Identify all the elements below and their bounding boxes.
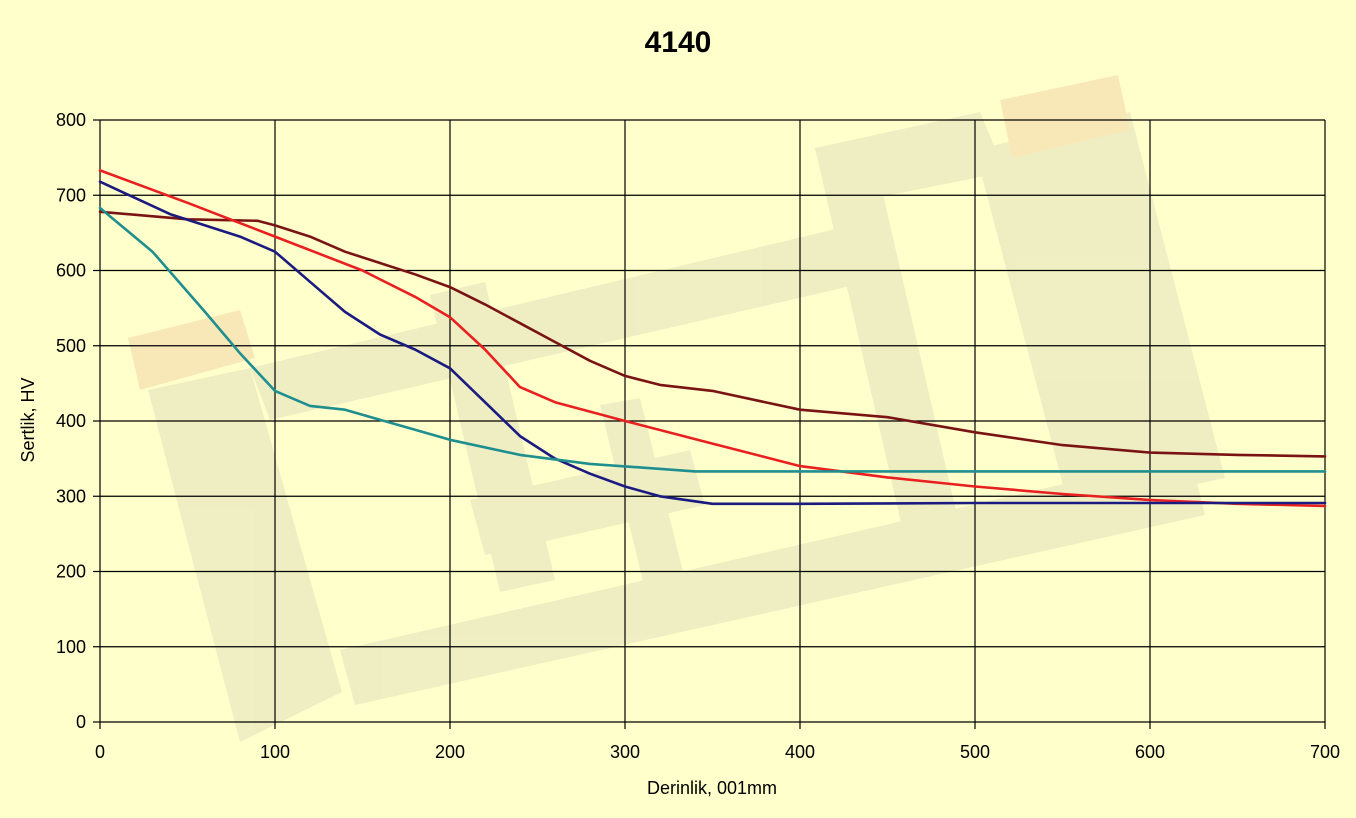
y-tick-label: 200: [56, 562, 86, 582]
x-tick-label: 200: [435, 742, 465, 762]
grid: [93, 119, 1326, 729]
y-tick-label: 300: [56, 486, 86, 506]
y-tick-label: 500: [56, 336, 86, 356]
series-line-4: [98, 206, 1327, 473]
y-tick-label: 800: [56, 110, 86, 130]
x-tick-label: 400: [785, 742, 815, 762]
x-axis-label: Derinlik, 001mm: [647, 778, 777, 798]
y-tick-label: 600: [56, 261, 86, 281]
y-tick-label: 700: [56, 185, 86, 205]
x-tick-label: 700: [1310, 742, 1340, 762]
tick-labels: 0 100 200 300 400 500 600 700 800 0 100 200 300 400 50…: [56, 110, 1340, 762]
series-line-2: [98, 169, 1327, 508]
x-tick-label: 500: [960, 742, 990, 762]
y-tick-label: 0: [76, 712, 86, 732]
chart-title: 4140: [645, 26, 712, 59]
y-tick-label: 400: [56, 411, 86, 431]
y-axis-label: Sertlik, HV: [18, 377, 38, 462]
x-tick-label: 100: [260, 742, 290, 762]
logo-watermark: [128, 75, 1225, 742]
x-tick-label: 600: [1135, 742, 1165, 762]
series-layer: [98, 169, 1327, 508]
y-tick-label: 100: [56, 637, 86, 657]
x-tick-label: 300: [610, 742, 640, 762]
series-line-1: [98, 210, 1327, 458]
series-line-3: [98, 180, 1327, 506]
x-tick-label: 0: [95, 742, 105, 762]
